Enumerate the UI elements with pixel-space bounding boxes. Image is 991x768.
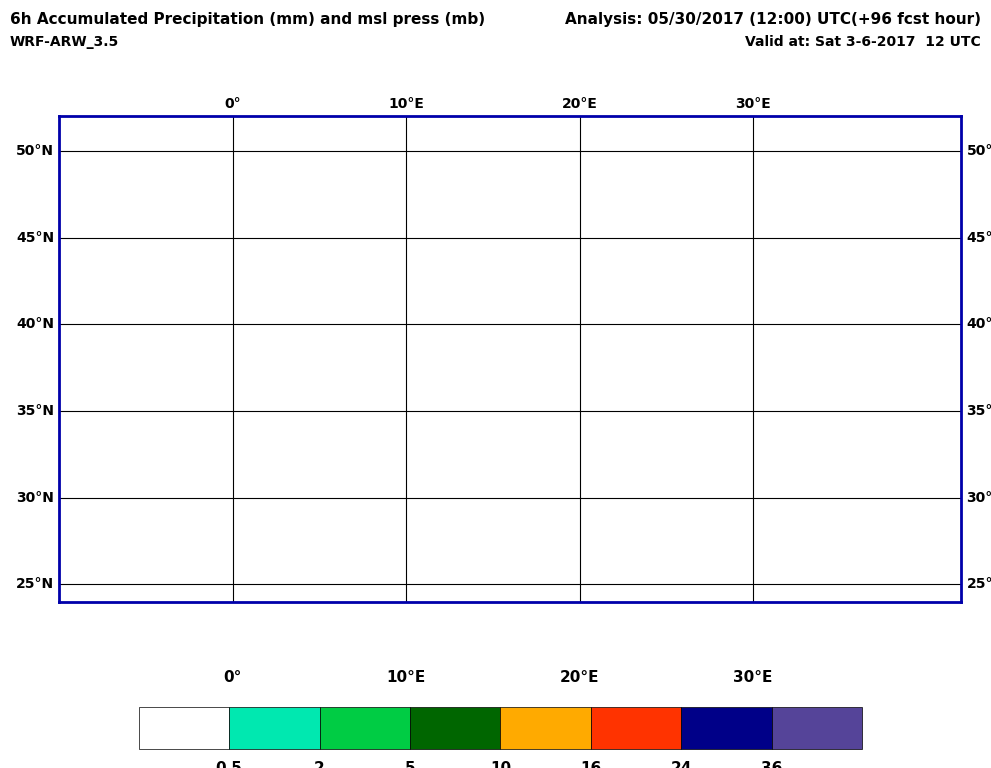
Text: 10°E: 10°E <box>386 670 426 685</box>
Text: 35°N: 35°N <box>16 404 55 418</box>
Bar <box>139 707 229 749</box>
Text: 5: 5 <box>404 762 415 768</box>
Text: 40°N: 40°N <box>16 317 55 331</box>
Text: Valid at: Sat 3-6-2017  12 UTC: Valid at: Sat 3-6-2017 12 UTC <box>745 35 981 48</box>
Text: 0.5: 0.5 <box>216 762 243 768</box>
Bar <box>319 707 410 749</box>
Text: 45°N: 45°N <box>16 230 55 245</box>
Bar <box>772 707 862 749</box>
Text: 40°N: 40°N <box>966 317 991 331</box>
Bar <box>229 707 319 749</box>
Text: 35°N: 35°N <box>966 404 991 418</box>
Text: 16: 16 <box>581 762 602 768</box>
Text: 0°: 0° <box>224 670 242 685</box>
Text: 30°N: 30°N <box>17 491 55 505</box>
Text: 25°N: 25°N <box>966 578 991 591</box>
Text: 50°N: 50°N <box>16 144 55 158</box>
Bar <box>410 707 500 749</box>
Text: 30°N: 30°N <box>966 491 991 505</box>
Text: 2: 2 <box>314 762 325 768</box>
Text: 10: 10 <box>490 762 511 768</box>
Text: 24: 24 <box>671 762 692 768</box>
Text: 50°N: 50°N <box>966 144 991 158</box>
Text: Analysis: 05/30/2017 (12:00) UTC(+96 fcst hour): Analysis: 05/30/2017 (12:00) UTC(+96 fcs… <box>565 12 981 27</box>
Text: 10°E: 10°E <box>388 97 424 111</box>
Text: 6h Accumulated Precipitation (mm) and msl press (mb): 6h Accumulated Precipitation (mm) and ms… <box>10 12 485 27</box>
Text: WRF-ARW_3.5: WRF-ARW_3.5 <box>10 35 119 48</box>
Bar <box>591 707 682 749</box>
Text: 45°N: 45°N <box>966 230 991 245</box>
Text: 30°E: 30°E <box>735 97 771 111</box>
Text: 0°: 0° <box>225 97 241 111</box>
Text: 30°E: 30°E <box>733 670 773 685</box>
Text: 25°N: 25°N <box>16 578 55 591</box>
Text: 20°E: 20°E <box>562 97 598 111</box>
Bar <box>500 707 591 749</box>
Text: 20°E: 20°E <box>560 670 600 685</box>
Bar <box>682 707 772 749</box>
Text: 36: 36 <box>761 762 783 768</box>
